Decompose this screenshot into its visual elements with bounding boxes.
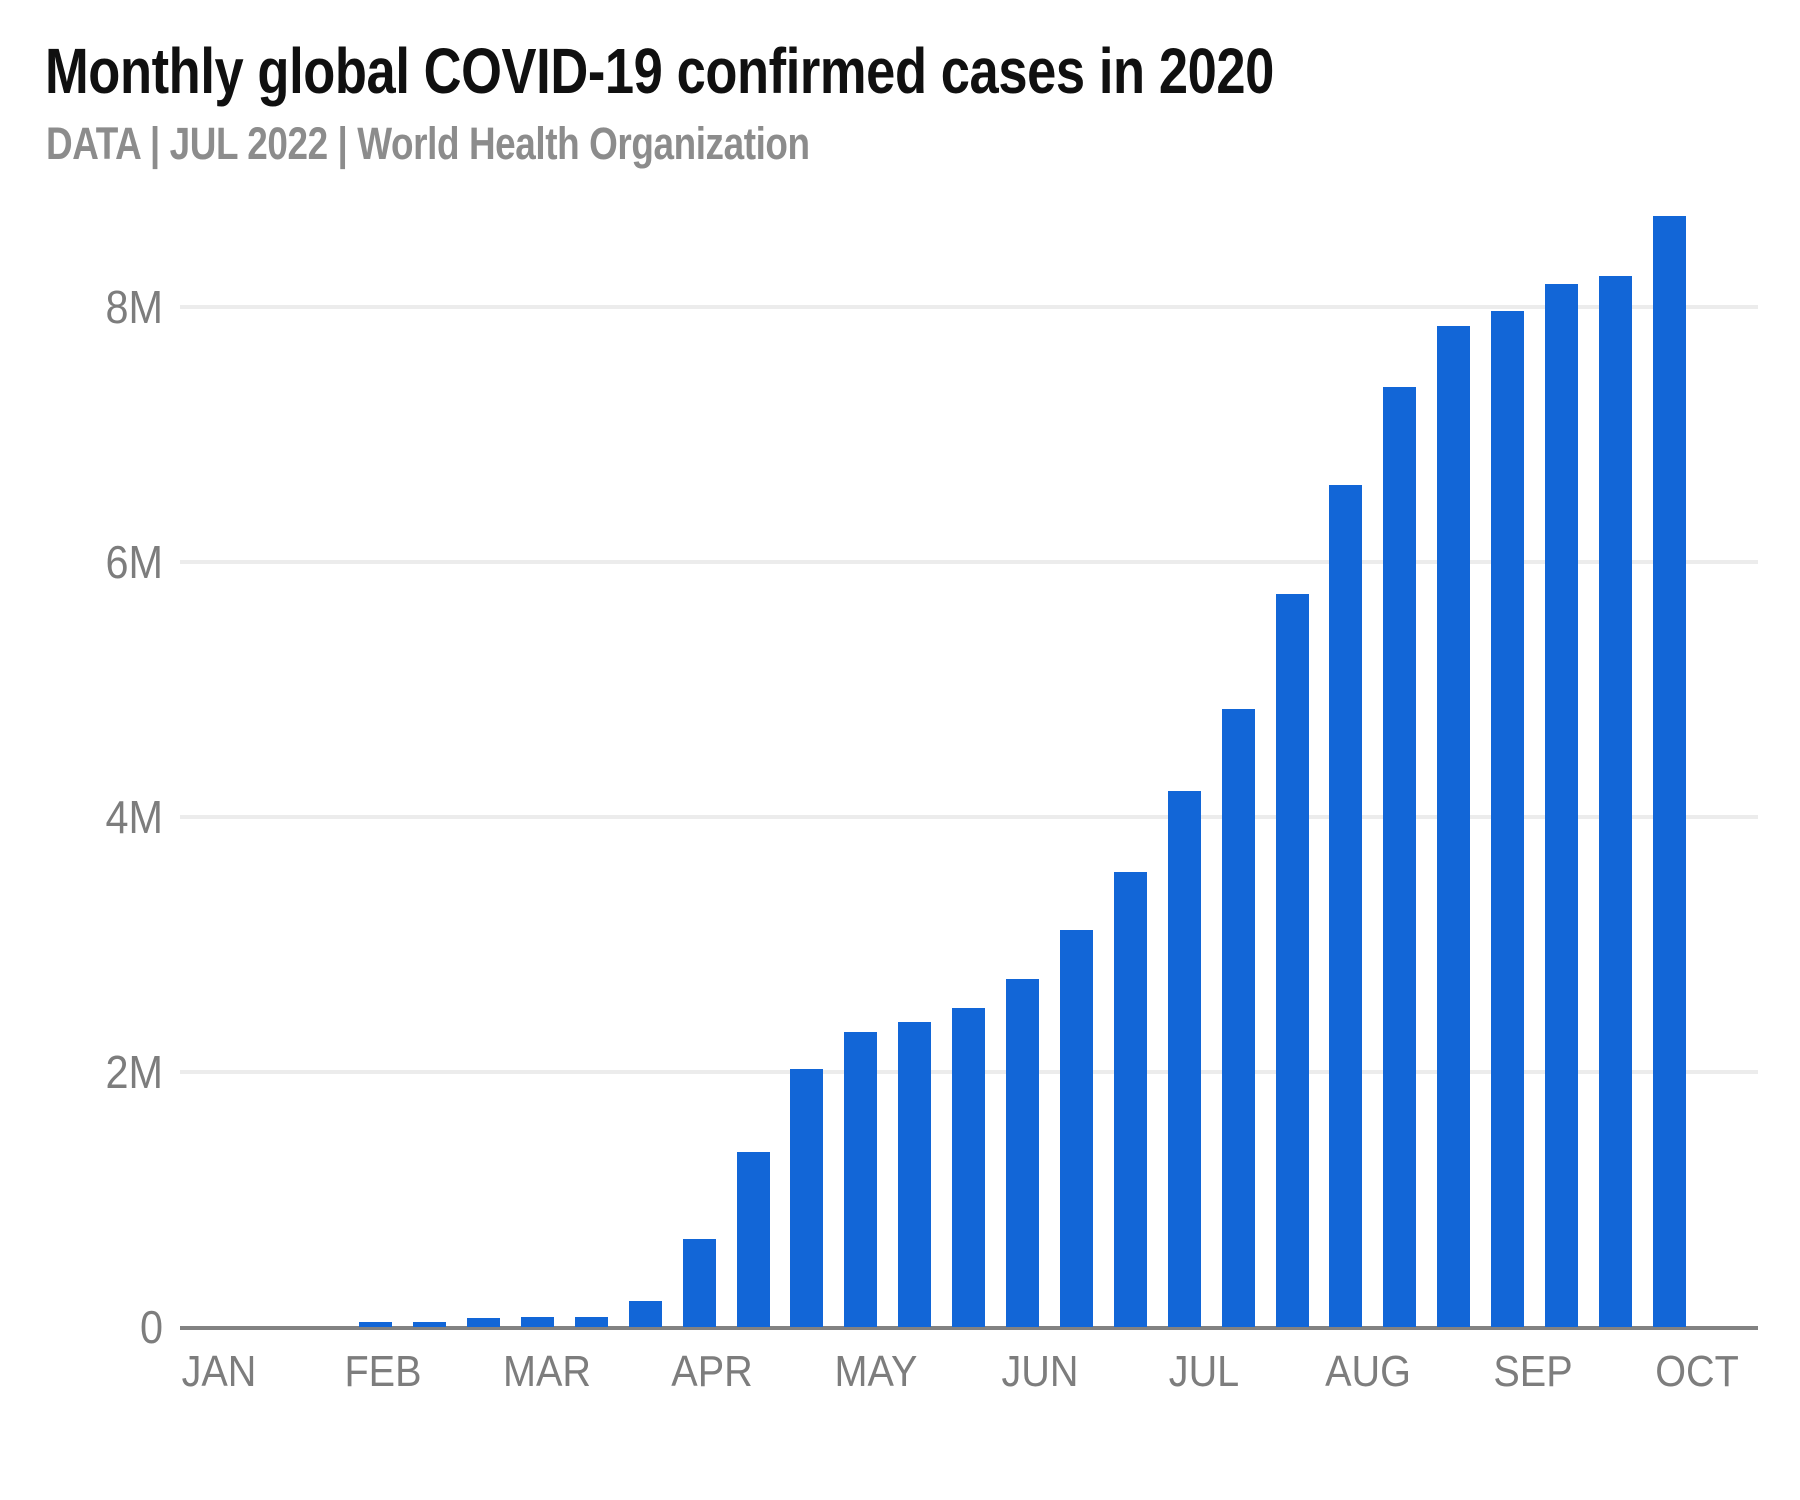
bar-slot-16[interactable] bbox=[1060, 930, 1093, 1327]
x-tick-label-jul: JUL bbox=[1168, 1347, 1240, 1396]
bar-slot-13[interactable] bbox=[898, 1022, 931, 1327]
bar-slot-18[interactable] bbox=[1168, 791, 1201, 1327]
gridline-6m bbox=[180, 560, 1758, 564]
x-tick-label-jun: JUN bbox=[1001, 1347, 1079, 1396]
bar-slot-27[interactable] bbox=[1653, 216, 1686, 1327]
x-tick-label-oct: OCT bbox=[1655, 1347, 1739, 1396]
bar-slot-17[interactable] bbox=[1114, 872, 1147, 1327]
bar-slot-15[interactable] bbox=[1006, 979, 1039, 1327]
x-tick-label-mar: MAR bbox=[502, 1347, 592, 1396]
gridline-4m bbox=[180, 815, 1758, 819]
y-tick-label-6m: 6M bbox=[105, 536, 163, 588]
bar-slot-5[interactable] bbox=[467, 1318, 500, 1327]
bar-slot-10[interactable] bbox=[737, 1152, 770, 1327]
bar-slot-21[interactable] bbox=[1329, 485, 1362, 1327]
x-tick-label-aug: AUG bbox=[1325, 1347, 1411, 1396]
x-tick-label-apr: APR bbox=[671, 1347, 753, 1396]
bar-slot-14[interactable] bbox=[952, 1008, 985, 1327]
x-tick-label-sep: SEP bbox=[1493, 1347, 1573, 1396]
chart-subtitle: DATA | JUL 2022 | World Health Organizat… bbox=[46, 118, 810, 169]
bar-slot-20[interactable] bbox=[1276, 594, 1309, 1327]
bar-slot-3[interactable] bbox=[359, 1322, 392, 1327]
y-tick-label-0: 0 bbox=[139, 1301, 163, 1353]
bar-slot-23[interactable] bbox=[1437, 326, 1470, 1327]
x-axis-line bbox=[180, 1326, 1758, 1330]
bar-slot-11[interactable] bbox=[790, 1069, 823, 1327]
bar-slot-7[interactable] bbox=[575, 1317, 608, 1327]
x-tick-label-jan: JAN bbox=[181, 1347, 257, 1396]
bar-slot-22[interactable] bbox=[1383, 387, 1416, 1327]
x-tick-label-may: MAY bbox=[834, 1347, 918, 1396]
bar-slot-4[interactable] bbox=[413, 1322, 446, 1327]
gridline-8m bbox=[180, 305, 1758, 309]
bar-slot-26[interactable] bbox=[1599, 276, 1632, 1327]
y-tick-label-4m: 4M bbox=[105, 791, 163, 843]
chart-title: Monthly global COVID-19 confirmed cases … bbox=[45, 35, 1274, 107]
bar-slot-12[interactable] bbox=[844, 1032, 877, 1327]
x-tick-label-feb: FEB bbox=[344, 1347, 422, 1396]
bar-slot-19[interactable] bbox=[1222, 709, 1255, 1327]
y-tick-label-8m: 8M bbox=[105, 281, 163, 333]
bar-slot-9[interactable] bbox=[683, 1239, 716, 1327]
bar-slot-24[interactable] bbox=[1491, 311, 1524, 1327]
y-tick-label-2m: 2M bbox=[105, 1046, 163, 1098]
bar-slot-6[interactable] bbox=[521, 1317, 554, 1327]
bar-slot-8[interactable] bbox=[629, 1301, 662, 1327]
bar-slot-25[interactable] bbox=[1545, 284, 1578, 1327]
